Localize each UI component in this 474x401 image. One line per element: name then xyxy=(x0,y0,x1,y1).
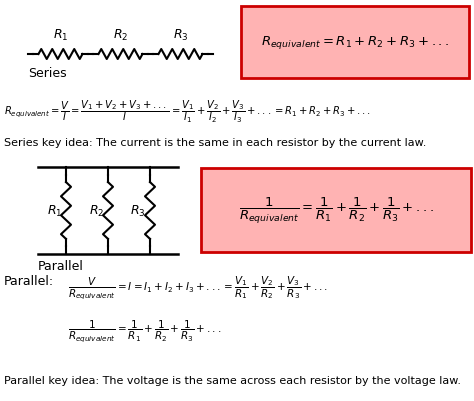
Text: $\dfrac{1}{R_{equivalent}} = \dfrac{1}{R_1} + \dfrac{1}{R_2} + \dfrac{1}{R_3} + : $\dfrac{1}{R_{equivalent}} = \dfrac{1}{R… xyxy=(238,195,433,225)
Text: $\dfrac{1}{R_{equivalent}} = \dfrac{1}{R_1} + \dfrac{1}{R_2} + \dfrac{1}{R_3} + : $\dfrac{1}{R_{equivalent}} = \dfrac{1}{R… xyxy=(68,317,221,343)
Text: Parallel: Parallel xyxy=(38,259,84,272)
FancyBboxPatch shape xyxy=(201,168,471,252)
FancyBboxPatch shape xyxy=(241,7,469,79)
Text: $R_3$: $R_3$ xyxy=(173,28,188,43)
Text: Parallel key idea: The voltage is the same across each resistor by the voltage l: Parallel key idea: The voltage is the sa… xyxy=(4,375,461,385)
Text: $\dfrac{V}{R_{equivalent}} = I = I_1 + I_2 + I_3 + ... = \dfrac{V_1}{R_1} + \dfr: $\dfrac{V}{R_{equivalent}} = I = I_1 + I… xyxy=(68,274,328,302)
Text: $R_{equivalent} = R_1 + R_2 + R_3 + ...$: $R_{equivalent} = R_1 + R_2 + R_3 + ...$ xyxy=(261,34,449,51)
Text: $R_3$: $R_3$ xyxy=(130,203,146,219)
Text: $R_{equivalent} = \dfrac{V}{I} = \dfrac{V_1 + V_2 + V_3 + ...}{I} = \dfrac{V_1}{: $R_{equivalent} = \dfrac{V}{I} = \dfrac{… xyxy=(4,98,371,124)
Text: $R_1$: $R_1$ xyxy=(53,28,68,43)
Text: $R_2$: $R_2$ xyxy=(89,203,104,219)
Text: $R_1$: $R_1$ xyxy=(46,203,62,219)
Text: Parallel:: Parallel: xyxy=(4,274,54,287)
Text: $R_2$: $R_2$ xyxy=(113,28,128,43)
Text: Series key idea: The current is the same in each resistor by the current law.: Series key idea: The current is the same… xyxy=(4,138,427,148)
Text: Series: Series xyxy=(28,67,67,80)
